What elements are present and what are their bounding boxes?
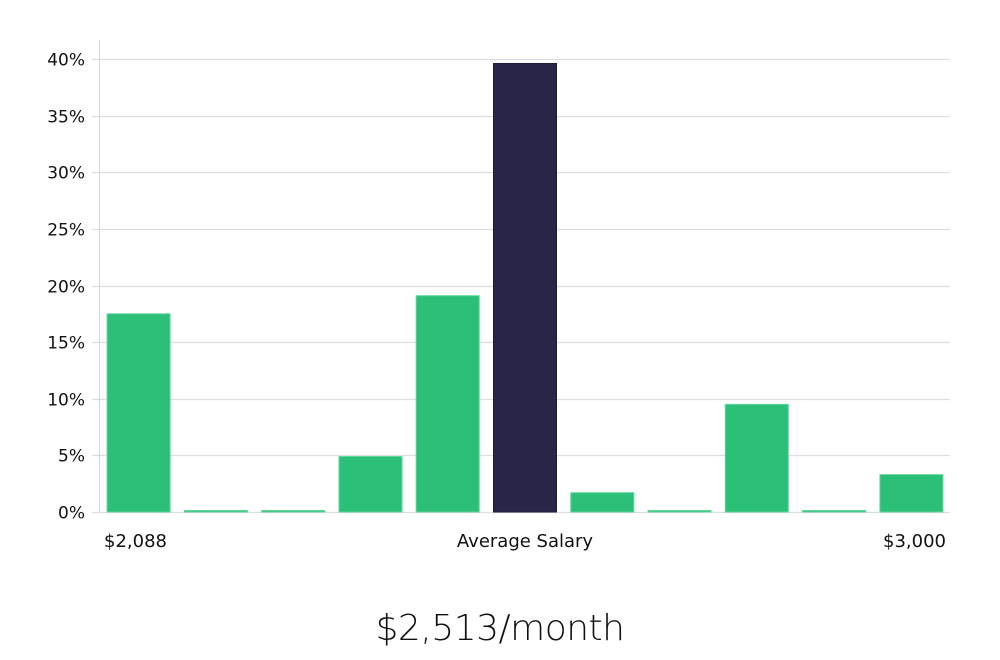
y-tick-label: 0% (58, 504, 85, 524)
y-tick-label: 10% (47, 391, 85, 411)
bar (570, 492, 635, 513)
x-axis-title: Average Salary (457, 531, 594, 552)
bar (338, 456, 403, 513)
bar (879, 474, 944, 513)
y-tick-label: 15% (47, 334, 85, 354)
bar (724, 403, 789, 513)
x-min-label: $2,088 (104, 531, 167, 552)
salary-histogram: 0% 5% 10% 15% 20% 25% 30% 35% 40% $2,088 Average… (47, 40, 950, 552)
bar (802, 510, 867, 513)
y-tick-label: 25% (47, 221, 85, 241)
y-tick-label: 5% (58, 447, 85, 467)
y-tick-label: 40% (47, 51, 85, 71)
bar (106, 313, 171, 513)
y-axis-ticks: 0% 5% 10% 15% 20% 25% 30% 35% 40% (47, 51, 85, 524)
bar (183, 510, 248, 513)
y-tick-label: 30% (47, 164, 85, 184)
average-salary-label: $2,513/month (375, 608, 625, 649)
bar (261, 510, 326, 513)
bar (647, 510, 712, 513)
bar (415, 295, 480, 513)
x-max-label: $3,000 (883, 531, 946, 552)
bars (106, 63, 944, 513)
y-tick-label: 20% (47, 278, 85, 298)
y-tick-label: 35% (47, 108, 85, 128)
bar-average-bin (493, 63, 557, 513)
